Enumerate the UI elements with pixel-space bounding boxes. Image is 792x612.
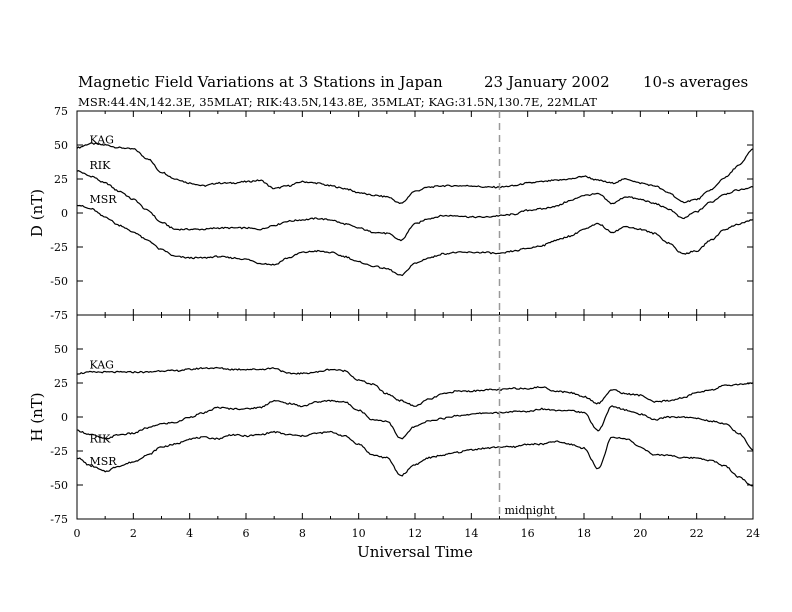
series-label-rik-D: RIK	[89, 159, 111, 172]
series-line-msr-H	[76, 430, 753, 487]
x-tick-label: 12	[408, 527, 422, 540]
x-tick-label: 6	[243, 527, 250, 540]
series-line-rik-H	[76, 399, 754, 451]
x-tick-label: 16	[521, 527, 535, 540]
station-coordinates: MSR:44.4N,142.3E, 35MLAT; RIK:43.5N,143.…	[78, 95, 598, 109]
y-tick-label-D: 75	[54, 105, 68, 118]
x-tick-label: 14	[464, 527, 478, 540]
series-line-kag-D	[76, 142, 754, 204]
x-tick-label: 22	[690, 527, 704, 540]
x-tick-label: 4	[186, 527, 193, 540]
y-tick-label-D: 0	[61, 207, 68, 220]
title-main: Magnetic Field Variations at 3 Stations …	[78, 73, 443, 91]
y-tick-label-H: -25	[50, 445, 68, 458]
y-tick-label-H: 0	[61, 411, 68, 424]
y-tick-label-D: 25	[54, 173, 68, 186]
panel-frame-H	[76, 314, 754, 520]
x-tick-label: 24	[746, 527, 760, 540]
y-tick-label-H: -50	[50, 479, 68, 492]
y-axis-label-D: D (nT)	[28, 189, 46, 237]
x-tick-label: 8	[299, 527, 306, 540]
x-axis-label: Universal Time	[357, 543, 473, 561]
series-label-rik-H: RIK	[89, 433, 111, 446]
y-axis-label-H: H (nT)	[28, 392, 46, 441]
series-label-kag-D: KAG	[89, 134, 114, 147]
y-tick-label-H: -75	[50, 513, 68, 526]
x-tick-label: 18	[577, 527, 591, 540]
x-tick-label: 0	[74, 527, 81, 540]
series-label-msr-D: MSR	[89, 193, 117, 206]
x-tick-label: 2	[130, 527, 137, 540]
panel-frame-D	[76, 110, 754, 316]
y-tick-label-D: -75	[50, 309, 68, 322]
series-line-msr-D	[76, 204, 754, 277]
title-averaging: 10-s averages	[643, 73, 749, 91]
y-tick-label-H: 25	[54, 377, 68, 390]
series-line-rik-D	[76, 170, 754, 242]
series-label-kag-H: KAG	[89, 358, 114, 371]
series-label-msr-H: MSR	[89, 455, 117, 468]
x-tick-label: 20	[633, 527, 647, 540]
y-tick-label-D: 50	[54, 139, 68, 152]
midnight-annotation: midnight	[505, 504, 556, 517]
y-tick-label-H: 50	[54, 343, 68, 356]
y-tick-label-D: -25	[50, 241, 68, 254]
title-date: 23 January 2002	[484, 73, 610, 91]
series-line-kag-H	[76, 366, 754, 407]
x-tick-label: 10	[352, 527, 366, 540]
y-tick-label-D: -50	[50, 275, 68, 288]
